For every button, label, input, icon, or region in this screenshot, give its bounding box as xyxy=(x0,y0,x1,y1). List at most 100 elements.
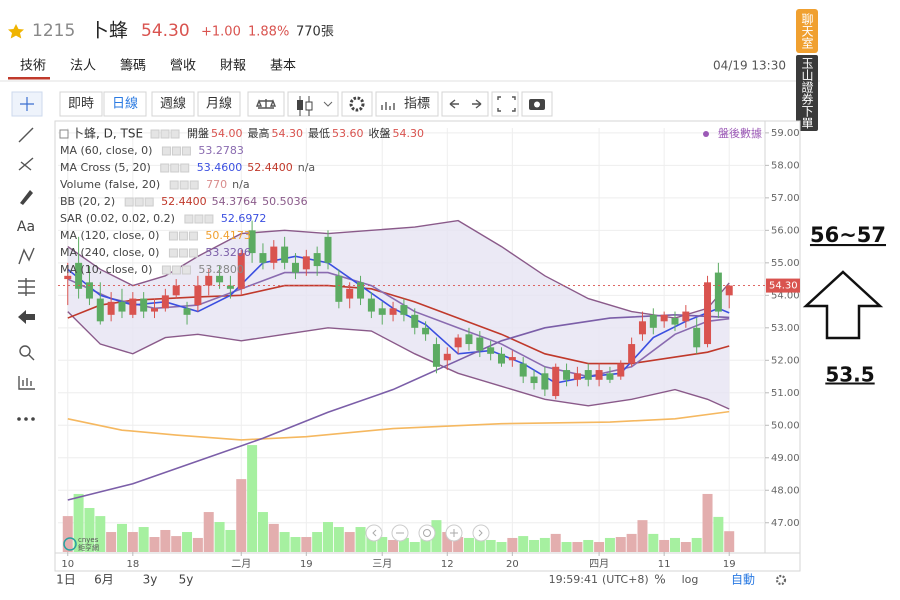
candle-body xyxy=(151,308,159,312)
text-tool[interactable]: Aa xyxy=(17,219,35,235)
tab[interactable]: 營收 xyxy=(170,59,196,74)
tab[interactable]: 財報 xyxy=(220,59,246,74)
legend-control[interactable] xyxy=(179,180,189,190)
legend-control[interactable] xyxy=(184,214,194,224)
indicator-name: MA (60, close, 0) xyxy=(60,144,152,157)
log-toggle[interactable]: log xyxy=(682,573,699,586)
legend-control[interactable] xyxy=(181,146,191,156)
fullscreen-icon xyxy=(497,96,516,112)
legend-control[interactable] xyxy=(204,214,214,224)
indicator-name: MA (120, close, 0) xyxy=(60,229,159,242)
pattern-tool[interactable] xyxy=(18,247,35,265)
scroll-right[interactable] xyxy=(472,524,490,542)
bollinger-upper xyxy=(67,219,730,319)
volume-bar xyxy=(713,516,724,552)
candle-body xyxy=(248,230,256,254)
tab[interactable]: 基本 xyxy=(270,59,296,74)
auto-toggle[interactable]: 自動 xyxy=(731,573,755,587)
volume-bar xyxy=(214,522,225,552)
tab[interactable]: 法人 xyxy=(70,59,96,74)
indicator-value: 770 xyxy=(206,178,227,191)
legend-control[interactable] xyxy=(180,163,190,173)
reset-view[interactable] xyxy=(418,524,436,542)
candle-body xyxy=(432,344,440,367)
percent-toggle[interactable]: % xyxy=(654,573,665,587)
legend-control[interactable] xyxy=(178,248,188,258)
legend-control[interactable] xyxy=(124,197,134,207)
legend-control[interactable] xyxy=(161,146,171,156)
indicator-name: MA (10, close, 0) xyxy=(60,263,152,276)
legend-control[interactable] xyxy=(188,231,198,241)
more-dot[interactable] xyxy=(17,417,21,421)
legend-control[interactable] xyxy=(168,231,178,241)
legend-control[interactable] xyxy=(188,248,198,258)
settings-button[interactable] xyxy=(341,91,373,117)
zoom-tool[interactable] xyxy=(19,345,31,357)
candle-body xyxy=(129,298,137,315)
volume-bar xyxy=(203,512,214,552)
tab[interactable]: 籌碼 xyxy=(120,59,146,74)
chat-label: 聊天室 xyxy=(800,13,814,49)
legend-control[interactable] xyxy=(160,163,170,173)
indicator-name: MA (240, close, 0) xyxy=(60,246,159,259)
legend-control[interactable] xyxy=(150,129,160,139)
legend-control[interactable] xyxy=(168,248,178,258)
legend-control[interactable] xyxy=(189,180,199,190)
scroll-left[interactable] xyxy=(365,524,383,542)
indicator-value: 53.2800 xyxy=(198,263,244,276)
after-hours-label[interactable]: 盤後數據 xyxy=(718,126,762,140)
legend-control[interactable] xyxy=(170,129,180,139)
legend-control[interactable] xyxy=(194,214,204,224)
legend-control[interactable] xyxy=(144,197,154,207)
up-arrow xyxy=(802,270,884,340)
x-tick-label: 四月 xyxy=(589,558,609,570)
remove-tool[interactable] xyxy=(18,310,35,324)
indicator-value: 52.4400 xyxy=(247,161,293,174)
range-button[interactable]: 1日 xyxy=(56,573,76,587)
interval-button[interactable] xyxy=(151,91,195,117)
indicator-line xyxy=(67,410,730,441)
order-button[interactable] xyxy=(796,55,818,131)
y-tick-label: 56.00 xyxy=(771,225,800,236)
indicator-name: SAR (0.02, 0.02, 0.2) xyxy=(60,212,175,225)
legend-control[interactable] xyxy=(170,163,180,173)
candle-body xyxy=(584,370,592,380)
measure-tool[interactable] xyxy=(18,278,35,296)
undo-redo[interactable] xyxy=(441,91,489,117)
interval-button[interactable] xyxy=(197,91,241,117)
collapse-toggle[interactable] xyxy=(59,129,69,139)
interval-button[interactable] xyxy=(103,91,147,117)
y-tick-label: 47.00 xyxy=(771,518,800,529)
legend-control[interactable] xyxy=(169,180,179,190)
chat-button[interactable] xyxy=(796,9,818,53)
legend-control[interactable] xyxy=(171,265,181,275)
interval-label: 週線 xyxy=(160,96,186,112)
brush-tool[interactable] xyxy=(20,190,33,205)
legend-control[interactable] xyxy=(134,197,144,207)
range-button[interactable]: 3y xyxy=(143,573,158,587)
bollinger-middle xyxy=(67,284,730,365)
fib-tool[interactable] xyxy=(18,157,34,171)
volume-bar xyxy=(463,537,474,552)
favorite-star[interactable] xyxy=(8,24,24,39)
target-range: 56~57 xyxy=(810,223,886,247)
line-tool[interactable] xyxy=(18,127,34,143)
legend-control[interactable] xyxy=(178,231,188,241)
tab[interactable]: 技術 xyxy=(20,59,46,74)
axis-settings[interactable] xyxy=(775,574,787,586)
candle-body xyxy=(671,318,679,325)
indicator-value: 52.4400 xyxy=(161,195,207,208)
indicator-tool[interactable] xyxy=(18,376,35,390)
legend-control[interactable] xyxy=(161,265,171,275)
volume-bar xyxy=(420,532,431,552)
x-tick-label: 19 xyxy=(723,559,736,570)
volume-bar xyxy=(485,539,496,552)
legend-control[interactable] xyxy=(160,129,170,139)
legend-control[interactable] xyxy=(181,265,191,275)
legend-control[interactable] xyxy=(171,146,181,156)
volume-bar xyxy=(73,493,84,552)
range-button[interactable]: 5y xyxy=(179,573,194,587)
interval-button[interactable] xyxy=(59,91,103,117)
fullscreen-button[interactable] xyxy=(491,91,519,117)
range-button[interactable]: 6月 xyxy=(94,573,114,587)
